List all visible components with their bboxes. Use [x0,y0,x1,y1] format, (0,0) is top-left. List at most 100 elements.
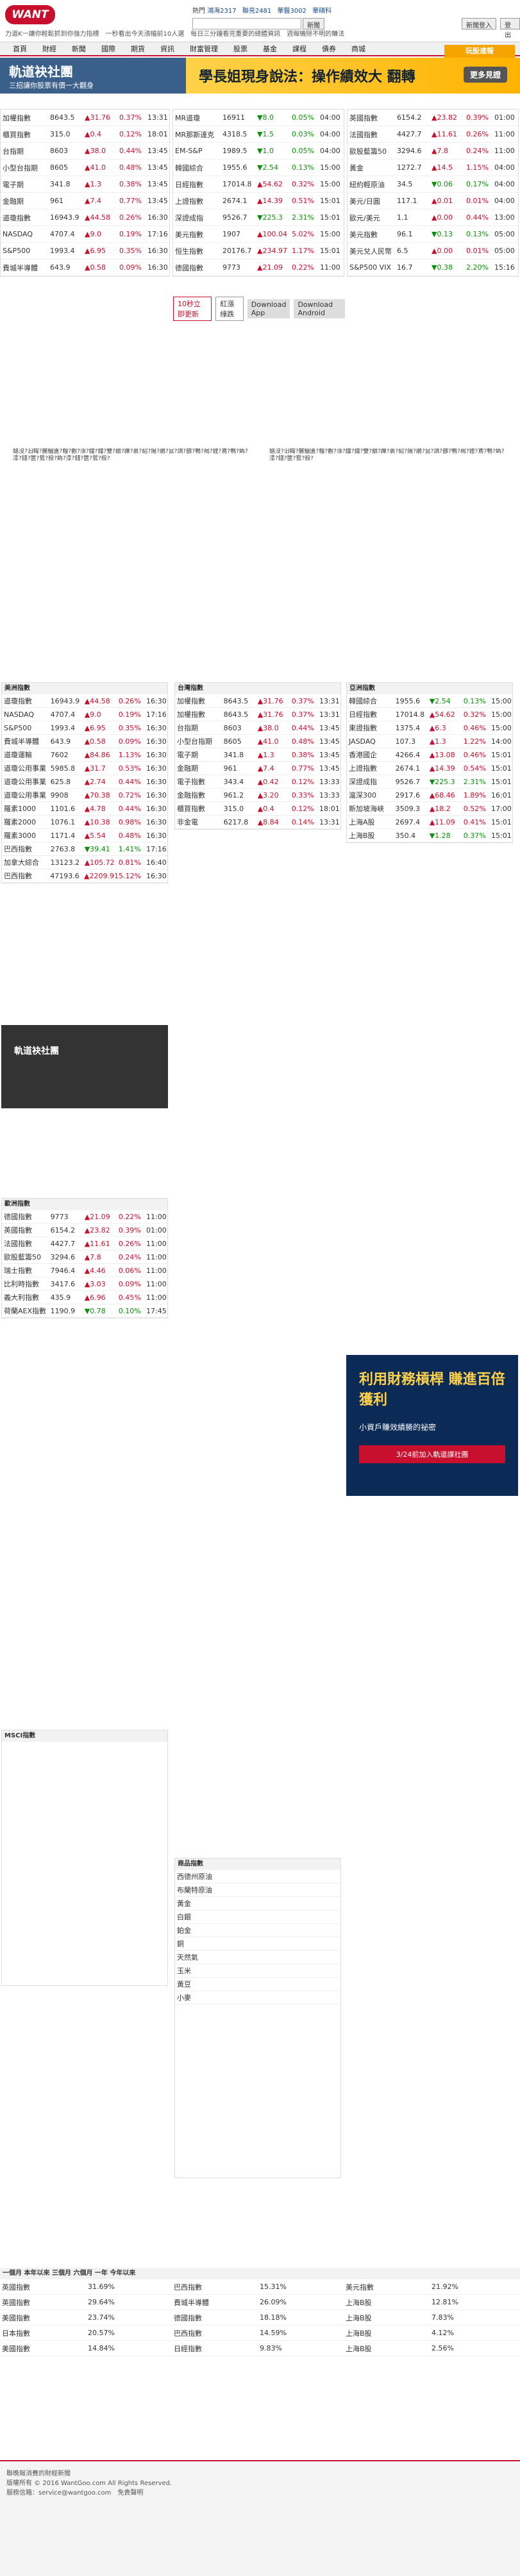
quote-row[interactable]: 金融指數 961.2 ▲3.20 0.33% 13:33 [175,789,340,802]
quote-row[interactable]: 新加坡海峽 3509.3 ▲18.2 0.52% 17:00 [347,802,512,816]
quote-row[interactable]: 韓國綜合 1955.6 ▼2.54 0.13% 15:00 [347,694,512,708]
quote-row[interactable]: 台指期 8603 ▲38.0 0.44% 13:45 [175,721,340,735]
quote-row[interactable]: 東證指數 1375.4 ▲6.3 0.46% 15:00 [347,721,512,735]
logout-button[interactable]: 登出 [500,18,520,39]
leverage-ad-button[interactable]: 3/24前加入軌道課社團 [359,1445,505,1463]
quote-row[interactable]: 道瓊指數 16943.9 ▲44.58 0.26% 16:30 [2,694,167,708]
commodity-row[interactable]: 布蘭特原油 [175,1883,340,1897]
quote-row[interactable]: 上海B股 350.4 ▼1.28 0.37% 15:01 [347,829,512,842]
quote-row[interactable]: NASDAQ 4707.4 ▲9.0 0.19% 17:16 [2,708,167,721]
quote-row[interactable]: S&P500 1993.4 ▲6.95 0.35% 16:30 [1,243,169,259]
quote-row[interactable]: 小型台指期 8605 ▲41.0 0.48% 13:45 [1,160,169,176]
train-ad-2[interactable]: 軌道袂社團 [1,1025,168,1108]
commodity-row[interactable]: 小麥 [175,1991,340,2005]
nav-item[interactable]: 股票 [233,45,247,53]
hot-link-0[interactable]: 鴻海2317 [207,8,237,15]
quote-row[interactable]: 美元指數 96.1 ▼0.13 0.13% 05:00 [348,226,518,243]
quote-row[interactable]: 美元指數 1907 ▲100.04 5.02% 15:00 [173,226,344,243]
login-button[interactable]: 新聞登入 [462,18,496,29]
quote-row[interactable]: 櫃買指數 315.0 ▲0.4 0.12% 18:01 [1,126,169,143]
quote-row[interactable]: 費城半導體 643.9 ▲0.58 0.09% 16:30 [1,259,169,276]
quote-row[interactable]: 紐約輕原油 34.5 ▼0.06 0.17% 04:00 [348,176,518,193]
nav-item[interactable]: 財經 [42,45,56,53]
quote-row[interactable]: MR那斯達克 4318.5 ▼1.5 0.03% 04:00 [173,126,344,143]
commodity-row[interactable]: 黃金 [175,1897,340,1910]
gold-ad-button[interactable]: 更多見證 [463,67,507,83]
commodity-row[interactable]: 黃豆 [175,1978,340,1991]
play-ad[interactable]: 玩股速報 [444,45,515,58]
commodity-row[interactable]: 天然氣 [175,1951,340,1964]
commodity-row[interactable]: 銅 [175,1937,340,1951]
quote-row[interactable]: 加權指數 8643.5 ▲31.76 0.37% 13:31 [1,110,169,126]
quote-row[interactable]: 費城半導體 643.9 ▲0.58 0.09% 16:30 [2,735,167,748]
quote-row[interactable]: 小型台指期 8605 ▲41.0 0.48% 13:45 [175,735,340,748]
quote-row[interactable]: 德國指數 9773 ▲21.09 0.22% 11:00 [173,259,344,276]
nav-item[interactable]: 財富管理 [190,45,218,53]
quote-row[interactable]: 歐元/美元 1.1 ▲0.00 0.44% 13:00 [348,209,518,226]
quote-row[interactable]: 歐股藍籌50 3294.6 ▲7.8 0.24% 11:00 [2,1251,167,1264]
commodity-row[interactable]: 西德州原油 [175,1870,340,1883]
nav-item[interactable]: 期貨 [131,45,145,53]
quote-row[interactable]: S&P500 1993.4 ▲6.95 0.35% 16:30 [2,721,167,735]
quote-row[interactable]: 法國指數 4427.7 ▲11.61 0.26% 11:00 [2,1237,167,1251]
search-select[interactable]: 新聞 [303,18,324,29]
quote-row[interactable]: 恒生指數 20176.7 ▲234.97 1.17% 15:01 [173,243,344,259]
commodity-row[interactable]: 鉑金 [175,1924,340,1937]
nav-item[interactable]: 首頁 [13,45,27,53]
nav-item[interactable]: 國際 [101,45,115,53]
search-input[interactable] [192,18,301,29]
nav-item[interactable]: 資訊 [160,45,174,53]
nav-item[interactable]: 基金 [263,45,277,53]
quote-row[interactable]: 荷蘭AEX指數 1190.9 ▼0.78 0.10% 17:45 [2,1304,167,1318]
site-logo[interactable]: WANT [5,5,55,24]
commodity-row[interactable]: 白銀 [175,1910,340,1924]
quote-row[interactable]: 道瓊公用事業 625.8 ▲2.74 0.44% 16:30 [2,775,167,789]
quote-row[interactable]: 加拿大綜合 13123.2 ▲105.72 0.81% 16:40 [2,856,167,869]
quote-row[interactable]: 非金電 6217.8 ▲8.84 0.14% 13:31 [175,816,340,829]
quote-row[interactable]: 上證指數 2674.1 ▲14.39 0.51% 15:01 [173,193,344,209]
quote-row[interactable]: 滬深300 2917.6 ▲68.46 1.89% 16:01 [347,789,512,802]
quote-row[interactable]: 深證成指 9526.7 ▼225.3 2.31% 15:01 [173,209,344,226]
quote-row[interactable]: 電子指數 343.4 ▲0.42 0.12% 13:33 [175,775,340,789]
quote-row[interactable]: 電子期 341.8 ▲1.3 0.38% 13:45 [1,176,169,193]
train-ad[interactable]: 軌道袂社團 三招讓你股票有價一大翻身 [0,58,186,94]
hot-link-2[interactable]: 華醫3002 [277,8,306,15]
quote-row[interactable]: 加權指數 8643.5 ▲31.76 0.37% 13:31 [175,708,340,721]
quote-row[interactable]: 道瓊運輸 7602 ▲84.86 1.13% 16:30 [2,748,167,762]
quote-row[interactable]: 上海A股 2697.4 ▲11.09 0.41% 15:01 [347,816,512,829]
quote-row[interactable]: 羅素1000 1101.6 ▲4.78 0.44% 16:30 [2,802,167,816]
quote-row[interactable]: 羅素2000 1076.1 ▲10.38 0.98% 16:30 [2,816,167,829]
hot-link-1[interactable]: 聯亮2481 [242,8,272,15]
quote-row[interactable]: 深證成指 9526.7 ▼225.3 2.31% 15:01 [347,775,512,789]
quote-row[interactable]: EM-S&P 1989.5 ▼1.0 0.05% 04:00 [173,143,344,160]
quote-row[interactable]: 歐股藍籌50 3294.6 ▲7.8 0.24% 11:00 [348,143,518,160]
quote-row[interactable]: 韓國綜合 1955.6 ▼2.54 0.13% 15:00 [173,160,344,176]
quote-row[interactable]: 道瓊指數 16943.9 ▲44.58 0.26% 16:30 [1,209,169,226]
quote-row[interactable]: NASDAQ 4707.4 ▲9.0 0.19% 17:16 [1,226,169,243]
hot-link-3[interactable]: 華碩科 [312,8,332,15]
quote-row[interactable]: 美元/日圓 117.1 ▲0.01 0.01% 04:00 [348,193,518,209]
quote-row[interactable]: 義大利指數 435.9 ▲6.96 0.45% 11:00 [2,1291,167,1304]
nav-item[interactable]: 債券 [322,45,336,53]
nav-item[interactable]: 商城 [351,45,365,53]
quote-row[interactable]: 金融期 961 ▲7.4 0.77% 13:45 [1,193,169,209]
quote-row[interactable]: 道瓊公用事業 5985.8 ▲31.7 0.53% 16:30 [2,762,167,775]
quote-row[interactable]: 巴西指數 2763.8 ▼39.41 1.41% 17:16 [2,842,167,856]
quote-row[interactable]: 台指期 8603 ▲38.0 0.44% 13:45 [1,143,169,160]
quote-row[interactable]: 上證指數 2674.1 ▲14.39 0.54% 15:01 [347,762,512,775]
quote-row[interactable]: 美元兌人民幣 6.5 ▲0.00 0.01% 05:00 [348,243,518,259]
quote-row[interactable]: 瑞士指數 7946.4 ▲4.46 0.06% 11:00 [2,1264,167,1277]
quote-row[interactable]: 道瓊公用事業 9908 ▲70.38 0.72% 16:30 [2,789,167,802]
color-toggle[interactable]: 紅漲綠跌 [215,297,244,321]
quote-row[interactable]: 日經指數 17014.8 ▲54.62 0.32% 15:00 [173,176,344,193]
quote-row[interactable]: 加權指數 8643.5 ▲31.76 0.37% 13:31 [175,694,340,708]
quote-row[interactable]: 德國指數 9773 ▲21.09 0.22% 11:00 [2,1210,167,1224]
quote-row[interactable]: 羅素3000 1171.4 ▲5.54 0.48% 16:30 [2,829,167,842]
leverage-ad[interactable]: 利用財務槓桿 賺進百倍獲利 小資戶賺效績勝的祕密 3/24前加入軌道課社團 [346,1355,518,1496]
nav-item[interactable]: 新聞 [72,45,86,53]
quote-row[interactable]: S&P500 VIX 16.7 ▼0.38 2.20% 15:16 [348,259,518,276]
quote-row[interactable]: 英國指數 6154.2 ▲23.82 0.39% 01:00 [2,1224,167,1237]
quote-row[interactable]: JASDAQ 107.3 ▲1.3 1.22% 14:00 [347,735,512,748]
quote-row[interactable]: 日經指數 17014.8 ▲54.62 0.32% 15:00 [347,708,512,721]
quote-row[interactable]: 櫃買指數 315.0 ▲0.4 0.12% 18:01 [175,802,340,816]
